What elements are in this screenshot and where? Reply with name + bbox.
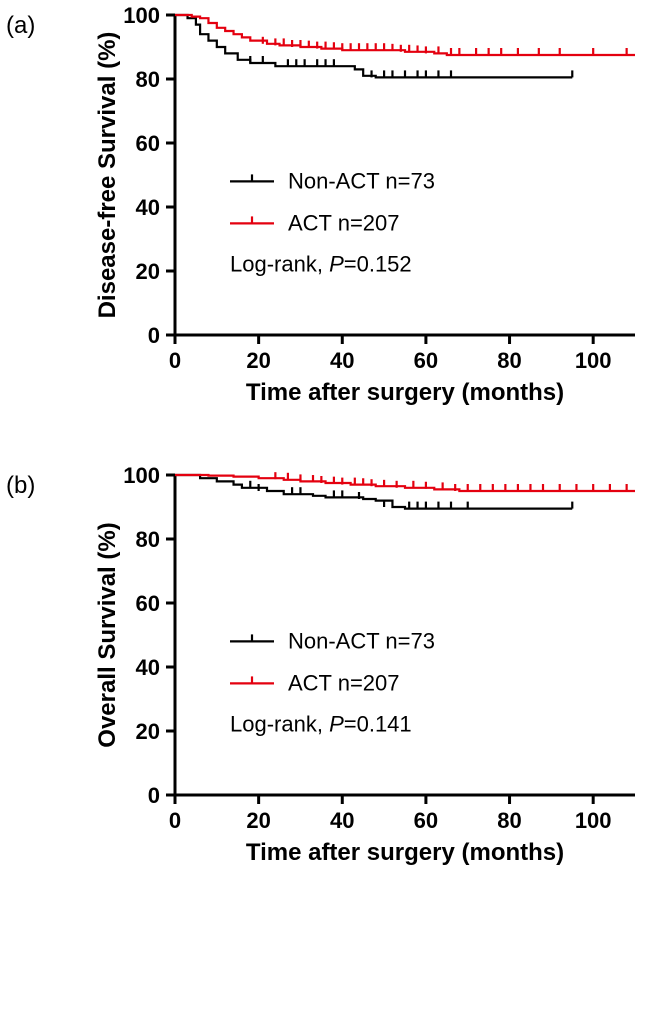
svg-text:100: 100 xyxy=(123,3,160,28)
svg-text:40: 40 xyxy=(330,808,354,833)
svg-text:0: 0 xyxy=(148,323,160,348)
svg-text:Non-ACT n=73: Non-ACT n=73 xyxy=(288,628,435,653)
svg-text:60: 60 xyxy=(136,131,160,156)
svg-text:Overall Survival (%): Overall Survival (%) xyxy=(94,522,121,747)
svg-text:20: 20 xyxy=(246,348,270,373)
svg-text:40: 40 xyxy=(330,348,354,373)
svg-text:100: 100 xyxy=(575,348,612,373)
panel-b: (b) 0 20 40 60 80 100 0 20 40 60 80 100 Overall Surv… xyxy=(0,460,667,875)
svg-text:20: 20 xyxy=(246,808,270,833)
panel-b-label: (b) xyxy=(6,472,35,500)
svg-text:60: 60 xyxy=(136,591,160,616)
panel-a-plot: 020406080100020406080100Disease-free Sur… xyxy=(80,0,667,415)
svg-text:60: 60 xyxy=(414,808,438,833)
svg-text:0: 0 xyxy=(169,348,181,373)
panel-a: (a) 020406080100020406080100Disease-free… xyxy=(0,0,667,415)
svg-text:ACT n=207: ACT n=207 xyxy=(288,210,400,235)
svg-text:Log-rank, P=0.141: Log-rank, P=0.141 xyxy=(230,711,412,736)
svg-text:0: 0 xyxy=(169,808,181,833)
svg-text:80: 80 xyxy=(497,808,521,833)
panel-a-svg: 020406080100020406080100Disease-free Sur… xyxy=(80,0,655,415)
figure: (a) 020406080100020406080100Disease-free… xyxy=(0,0,667,875)
svg-text:Log-rank, P=0.152: Log-rank, P=0.152 xyxy=(230,251,412,276)
svg-text:80: 80 xyxy=(136,527,160,552)
svg-text:Non-ACT n=73: Non-ACT n=73 xyxy=(288,168,435,193)
svg-text:Time after surgery (months): Time after surgery (months) xyxy=(246,839,564,866)
svg-text:40: 40 xyxy=(136,195,160,220)
svg-text:Disease-free Survival (%): Disease-free Survival (%) xyxy=(94,32,121,319)
svg-text:Time after surgery (months): Time after surgery (months) xyxy=(246,379,564,406)
svg-text:60: 60 xyxy=(414,348,438,373)
panel-b-plot: 0 20 40 60 80 100 0 20 40 60 80 100 Overall Survival… xyxy=(80,460,667,875)
svg-text:ACT n=207: ACT n=207 xyxy=(288,670,400,695)
svg-text:100: 100 xyxy=(123,463,160,488)
svg-text:20: 20 xyxy=(136,259,160,284)
panel-a-label: (a) xyxy=(6,12,35,40)
svg-text:80: 80 xyxy=(136,67,160,92)
svg-text:100: 100 xyxy=(575,808,612,833)
panel-b-svg: 0 20 40 60 80 100 0 20 40 60 80 100 Overall Survival… xyxy=(80,460,655,875)
svg-text:80: 80 xyxy=(497,348,521,373)
svg-text:20: 20 xyxy=(136,719,160,744)
svg-text:40: 40 xyxy=(136,655,160,680)
svg-text:0: 0 xyxy=(148,783,160,808)
